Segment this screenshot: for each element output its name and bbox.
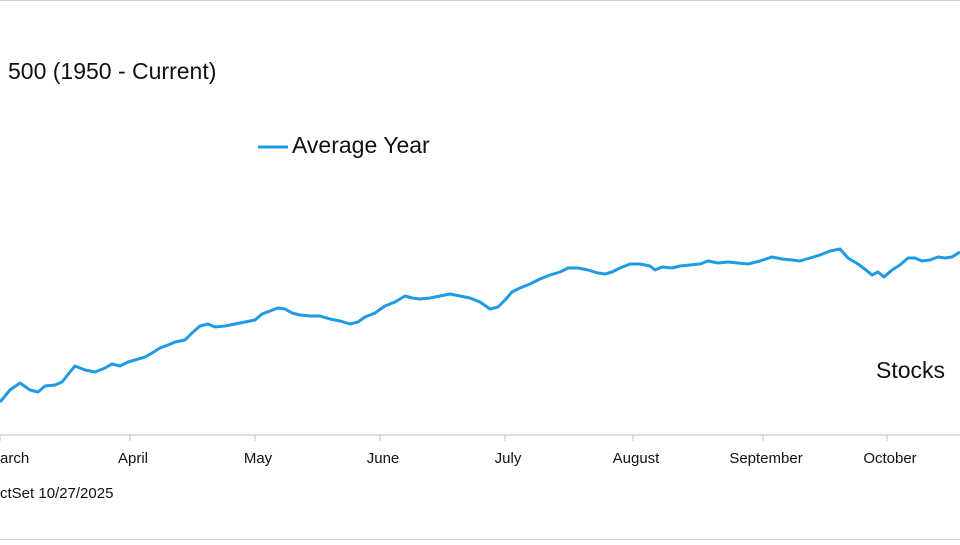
legend-label: Average Year bbox=[292, 132, 430, 158]
x-tick-label: June bbox=[367, 450, 400, 467]
source: ctSet 10/27/2025 bbox=[0, 485, 113, 502]
x-tick-label: August bbox=[613, 450, 661, 467]
x-tick-label: April bbox=[118, 450, 148, 467]
chart-title: 500 (1950 - Current) bbox=[8, 58, 216, 84]
x-tick-label: July bbox=[495, 450, 522, 467]
data-line bbox=[0, 247, 960, 403]
x-tick-label: arch bbox=[0, 450, 29, 467]
x-tick-label: October bbox=[863, 450, 916, 467]
x-tick-label: September bbox=[729, 450, 802, 467]
annotation: Stocks bbox=[876, 357, 945, 383]
x-tick-label: May bbox=[244, 450, 273, 467]
